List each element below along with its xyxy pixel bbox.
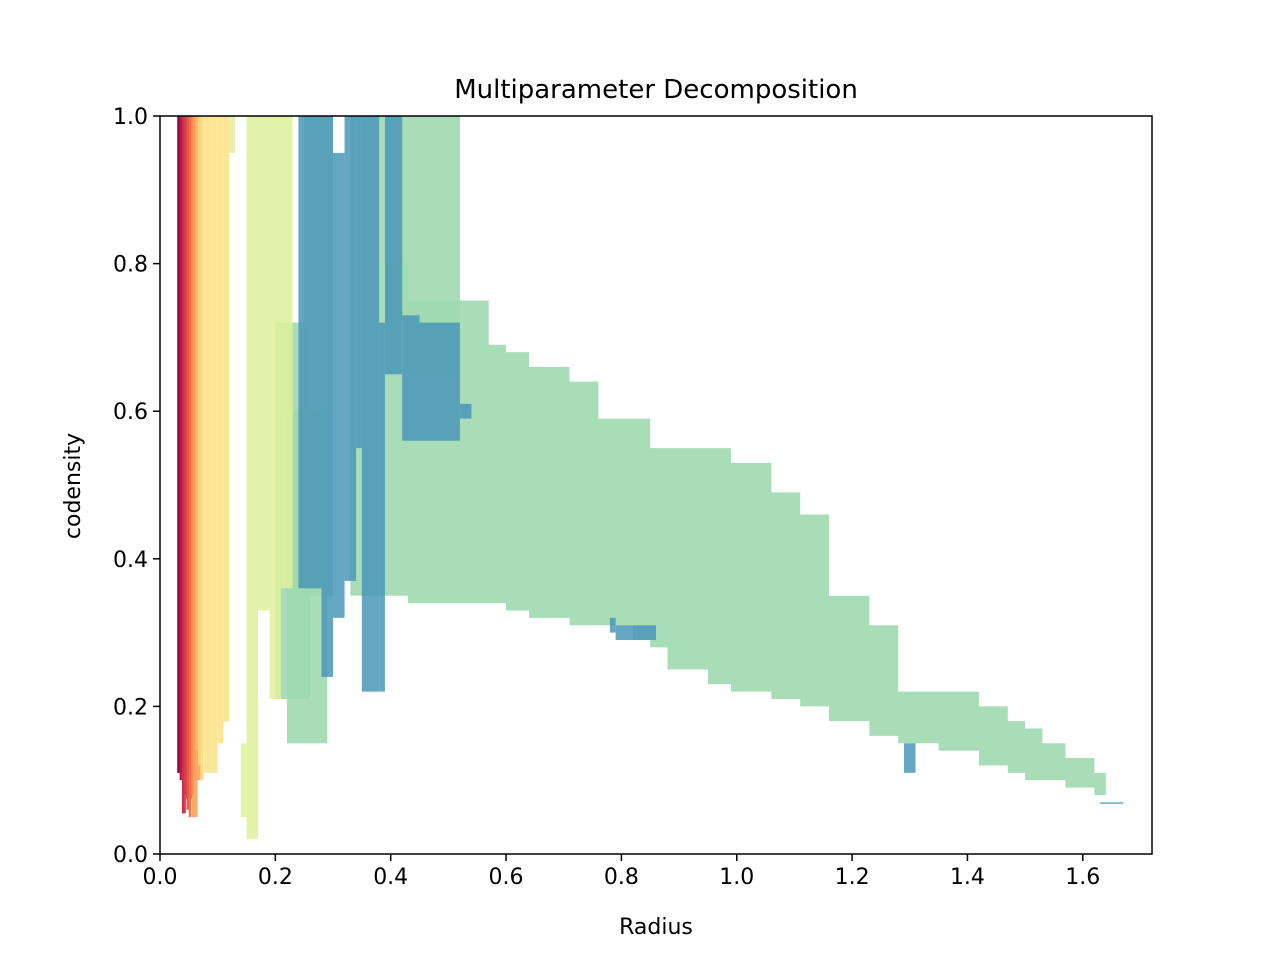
series-4-bar-0	[200, 116, 212, 773]
y-tick-label-4: 0.8	[113, 253, 148, 278]
warm-strip-bar-8	[195, 116, 199, 751]
series-2-bar-1	[321, 116, 334, 677]
warm-strip-bar-3	[184, 116, 187, 795]
series-4-bar-3	[223, 116, 230, 722]
warm-strip-bar-5	[188, 116, 192, 818]
x-tick-label-7: 1.4	[950, 865, 985, 890]
series-2-bar-4	[356, 116, 362, 449]
y-tick-label-1: 0.2	[113, 695, 148, 720]
series-2-bar-0	[298, 116, 322, 589]
series-2-bar-10	[459, 403, 472, 419]
warm-strip-bar-11	[202, 116, 205, 773]
warm-strip-bar-1	[179, 116, 182, 781]
x-tick-label-8: 1.6	[1065, 865, 1100, 890]
y-tick-label-3: 0.6	[113, 400, 148, 425]
x-tick-label-2: 0.4	[373, 865, 408, 890]
series-2-bar-7	[384, 116, 403, 375]
y-tick-label-2: 0.4	[113, 548, 148, 573]
series-2-bar-6	[379, 322, 385, 692]
y-axis: 0.0 0.2 0.4 0.6 0.8 1.0	[113, 105, 160, 868]
x-tick-label-0: 0.0	[143, 865, 178, 890]
x-tick-label-3: 0.6	[489, 865, 524, 890]
series-3-bar-5	[240, 743, 247, 818]
warm-strip-bar-2	[181, 116, 185, 814]
x-tick-label-4: 0.8	[604, 865, 639, 890]
series-2-bar-13	[904, 743, 916, 773]
y-tick-label-0: 0.0	[113, 843, 148, 868]
series-3-bar-3	[281, 116, 293, 589]
warm-strip-bar-0	[177, 116, 180, 773]
warm-strip-bar-6	[191, 116, 194, 795]
x-axis-label: Radius	[619, 915, 693, 940]
y-tick-label-5: 1.0	[113, 105, 148, 130]
series-3-bar-1	[258, 116, 270, 611]
warm-strip-bar-7	[193, 116, 196, 781]
series-3-bar-4	[229, 116, 235, 153]
series-4-bar-1	[211, 116, 218, 773]
x-tick-label-1: 0.2	[258, 865, 293, 890]
y-axis-label: codensity	[61, 433, 86, 539]
series-4-bar-2	[217, 116, 224, 744]
series-0-region	[384, 263, 1106, 795]
series-2-bar-12	[615, 625, 656, 640]
x-tick-label-5: 1.0	[719, 865, 754, 890]
series-2-bar-11	[609, 617, 616, 633]
warm-strip-bar-9	[198, 116, 201, 766]
plot-area	[177, 116, 1124, 840]
warm-strip-bar-4	[186, 116, 189, 810]
series-3-bar-2	[269, 116, 282, 700]
series-2-bar-9	[419, 322, 460, 441]
chart-title: Multiparameter Decomposition	[454, 75, 858, 105]
warm-strip-bar-10	[200, 116, 203, 781]
x-axis: 0.0 0.2 0.4 0.6 0.8 1.0 1.2 1.4 1.6	[143, 854, 1100, 890]
series-3-bar-0	[246, 116, 259, 840]
series-2-bar-14	[1100, 802, 1124, 804]
plot-frame	[159, 115, 1153, 855]
series-2-bar-2	[333, 152, 345, 618]
series-2-bar-5	[361, 116, 380, 692]
series-2-bar-8	[402, 315, 420, 441]
x-tick-label-6: 1.2	[835, 865, 870, 890]
series-2-bar-3	[344, 116, 357, 581]
